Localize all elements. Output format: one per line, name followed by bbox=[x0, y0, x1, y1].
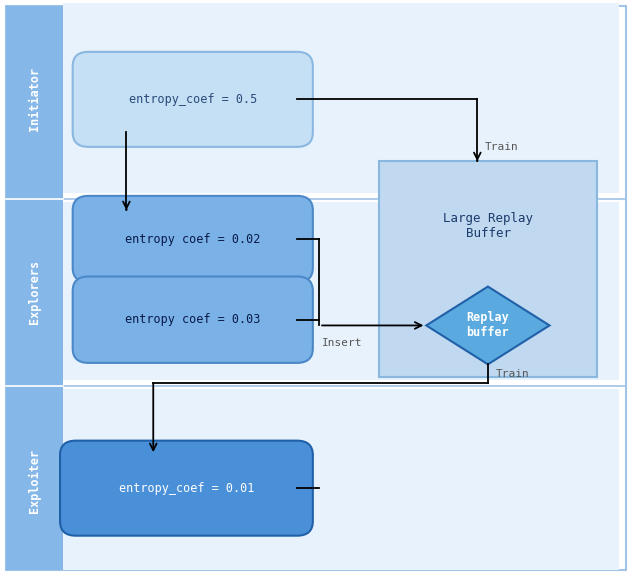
Text: Explorers: Explorers bbox=[28, 260, 41, 324]
Text: entropy_coef = 0.01: entropy_coef = 0.01 bbox=[119, 482, 254, 495]
Text: Train: Train bbox=[485, 142, 519, 152]
Text: entropy coef = 0.02: entropy coef = 0.02 bbox=[125, 233, 260, 245]
Text: Exploiter: Exploiter bbox=[28, 449, 41, 513]
FancyBboxPatch shape bbox=[63, 3, 619, 193]
FancyBboxPatch shape bbox=[6, 6, 626, 570]
Text: entropy_coef = 0.5: entropy_coef = 0.5 bbox=[129, 93, 257, 106]
FancyBboxPatch shape bbox=[73, 276, 313, 363]
Text: Large Replay
Buffer: Large Replay Buffer bbox=[443, 212, 533, 240]
Polygon shape bbox=[426, 287, 549, 365]
FancyBboxPatch shape bbox=[6, 6, 63, 570]
FancyBboxPatch shape bbox=[63, 389, 619, 570]
FancyBboxPatch shape bbox=[60, 441, 313, 536]
Text: Train: Train bbox=[495, 369, 529, 378]
FancyBboxPatch shape bbox=[73, 196, 313, 282]
FancyBboxPatch shape bbox=[63, 202, 619, 380]
FancyBboxPatch shape bbox=[379, 161, 597, 377]
FancyBboxPatch shape bbox=[73, 52, 313, 147]
Text: entropy coef = 0.03: entropy coef = 0.03 bbox=[125, 313, 260, 326]
Text: Insert: Insert bbox=[322, 338, 363, 348]
Text: Initiator: Initiator bbox=[28, 67, 41, 131]
Text: Replay
buffer: Replay buffer bbox=[466, 312, 509, 339]
